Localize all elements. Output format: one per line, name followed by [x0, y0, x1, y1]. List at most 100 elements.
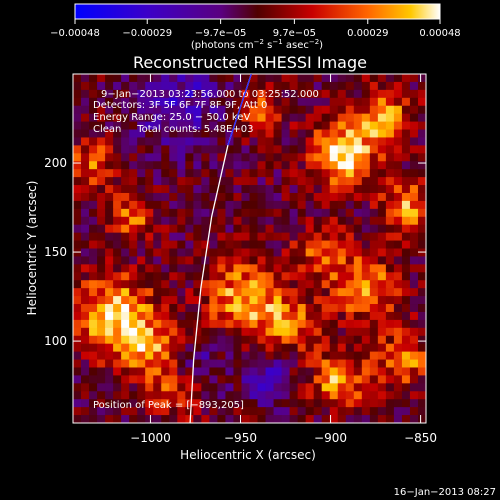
heatmap-cell — [145, 304, 154, 313]
heatmap-cell — [417, 145, 426, 154]
heatmap-cell — [185, 407, 194, 416]
heatmap-cell — [225, 415, 234, 423]
heatmap-cell — [73, 311, 82, 321]
heatmap-cell — [129, 264, 138, 273]
heatmap-cell — [209, 343, 218, 353]
heatmap-cell — [265, 383, 274, 392]
heatmap-cell — [241, 240, 250, 249]
heatmap-cell — [193, 367, 202, 376]
heatmap-cell — [177, 280, 186, 289]
heatmap-cell — [401, 208, 411, 218]
heatmap-cell — [241, 97, 250, 107]
heatmap-cell — [273, 407, 282, 416]
heatmap-cell — [105, 74, 114, 83]
heatmap-cell — [81, 232, 90, 241]
heatmap-cell — [225, 280, 234, 289]
heatmap-cell — [81, 415, 90, 423]
heatmap-cell — [153, 343, 162, 353]
heatmap-cell — [257, 97, 266, 107]
heatmap-cell — [321, 272, 331, 281]
heatmap-cell — [241, 113, 250, 122]
heatmap-cell — [297, 153, 307, 162]
heatmap-cell — [193, 200, 202, 210]
heatmap-cell — [73, 359, 82, 368]
heatmap-cell — [97, 335, 106, 345]
heatmap-cell — [233, 200, 242, 210]
heatmap-cell — [241, 264, 250, 273]
heatmap-cell — [217, 208, 226, 218]
heatmap-cell — [209, 335, 218, 345]
heatmap-cell — [89, 327, 98, 337]
heatmap-cell — [401, 256, 411, 265]
heatmap-cell — [313, 232, 323, 241]
heatmap-cell — [169, 391, 178, 400]
heatmap-cell — [169, 375, 178, 384]
heatmap-cell — [89, 129, 98, 138]
heatmap-cell — [129, 335, 138, 345]
heatmap-cell — [145, 200, 154, 210]
heatmap-cell — [161, 185, 170, 194]
heatmap-cell — [209, 407, 218, 416]
heatmap-cell — [329, 335, 339, 345]
heatmap-cell — [145, 383, 154, 392]
heatmap-cell — [265, 391, 274, 400]
heatmap-cell — [145, 185, 154, 194]
heatmap-cell — [265, 311, 274, 321]
heatmap-cell — [353, 391, 363, 400]
heatmap-cell — [121, 145, 130, 154]
heatmap-cell — [153, 304, 162, 313]
heatmap-cell — [353, 153, 363, 162]
heatmap-cell — [129, 169, 138, 178]
heatmap-cell — [361, 272, 371, 281]
heatmap-cell — [353, 192, 363, 202]
heatmap-cell — [409, 129, 419, 138]
heatmap-cell — [345, 185, 355, 194]
heatmap-cell — [297, 343, 307, 353]
heatmap-cell — [321, 74, 331, 83]
annotation-detectors: Detectors: 3F 5F 6F 7F 8F 9F, Att 0 — [93, 100, 267, 111]
heatmap-cell — [361, 407, 371, 416]
heatmap-cell — [257, 105, 266, 115]
heatmap-cell — [401, 367, 411, 376]
heatmap-cell — [137, 383, 146, 392]
heatmap-cell — [185, 97, 194, 107]
heatmap-cell — [105, 399, 114, 408]
heatmap-cell — [393, 89, 403, 99]
heatmap-cell — [321, 161, 331, 170]
heatmap-cell — [121, 272, 130, 281]
heatmap-cell — [409, 74, 419, 83]
heatmap-cell — [305, 74, 315, 83]
heatmap-cell — [273, 208, 282, 218]
heatmap-cell — [353, 137, 363, 146]
heatmap-cell — [417, 280, 426, 289]
heatmap-cell — [89, 105, 98, 115]
heatmap-cell — [257, 335, 266, 345]
heatmap-cell — [81, 89, 90, 99]
x-tick-label: −900 — [314, 431, 347, 445]
heatmap-cell — [193, 383, 202, 392]
heatmap-cell — [81, 343, 90, 353]
heatmap-cell — [249, 335, 258, 345]
heatmap-cell — [385, 343, 395, 353]
heatmap-cell — [113, 216, 122, 226]
heatmap-cell — [361, 224, 371, 234]
heatmap-cell — [209, 177, 218, 186]
heatmap-cell — [145, 343, 154, 353]
heatmap-cell — [161, 256, 170, 265]
heatmap-cell — [305, 161, 315, 170]
heatmap-cell — [225, 264, 234, 273]
heatmap-cell — [129, 311, 138, 321]
heatmap-cell — [73, 200, 82, 210]
heatmap-cell — [145, 137, 154, 146]
heatmap-cell — [281, 97, 291, 107]
heatmap-cell — [113, 232, 122, 241]
heatmap-cell — [137, 137, 146, 146]
heatmap-cell — [353, 240, 363, 249]
heatmap-cell — [321, 375, 331, 384]
heatmap-cell — [369, 208, 379, 218]
heatmap-cell — [225, 351, 234, 360]
heatmap-cell — [417, 335, 426, 345]
heatmap-cell — [297, 407, 307, 416]
heatmap-cell — [249, 89, 258, 99]
heatmap-cell — [129, 415, 138, 423]
